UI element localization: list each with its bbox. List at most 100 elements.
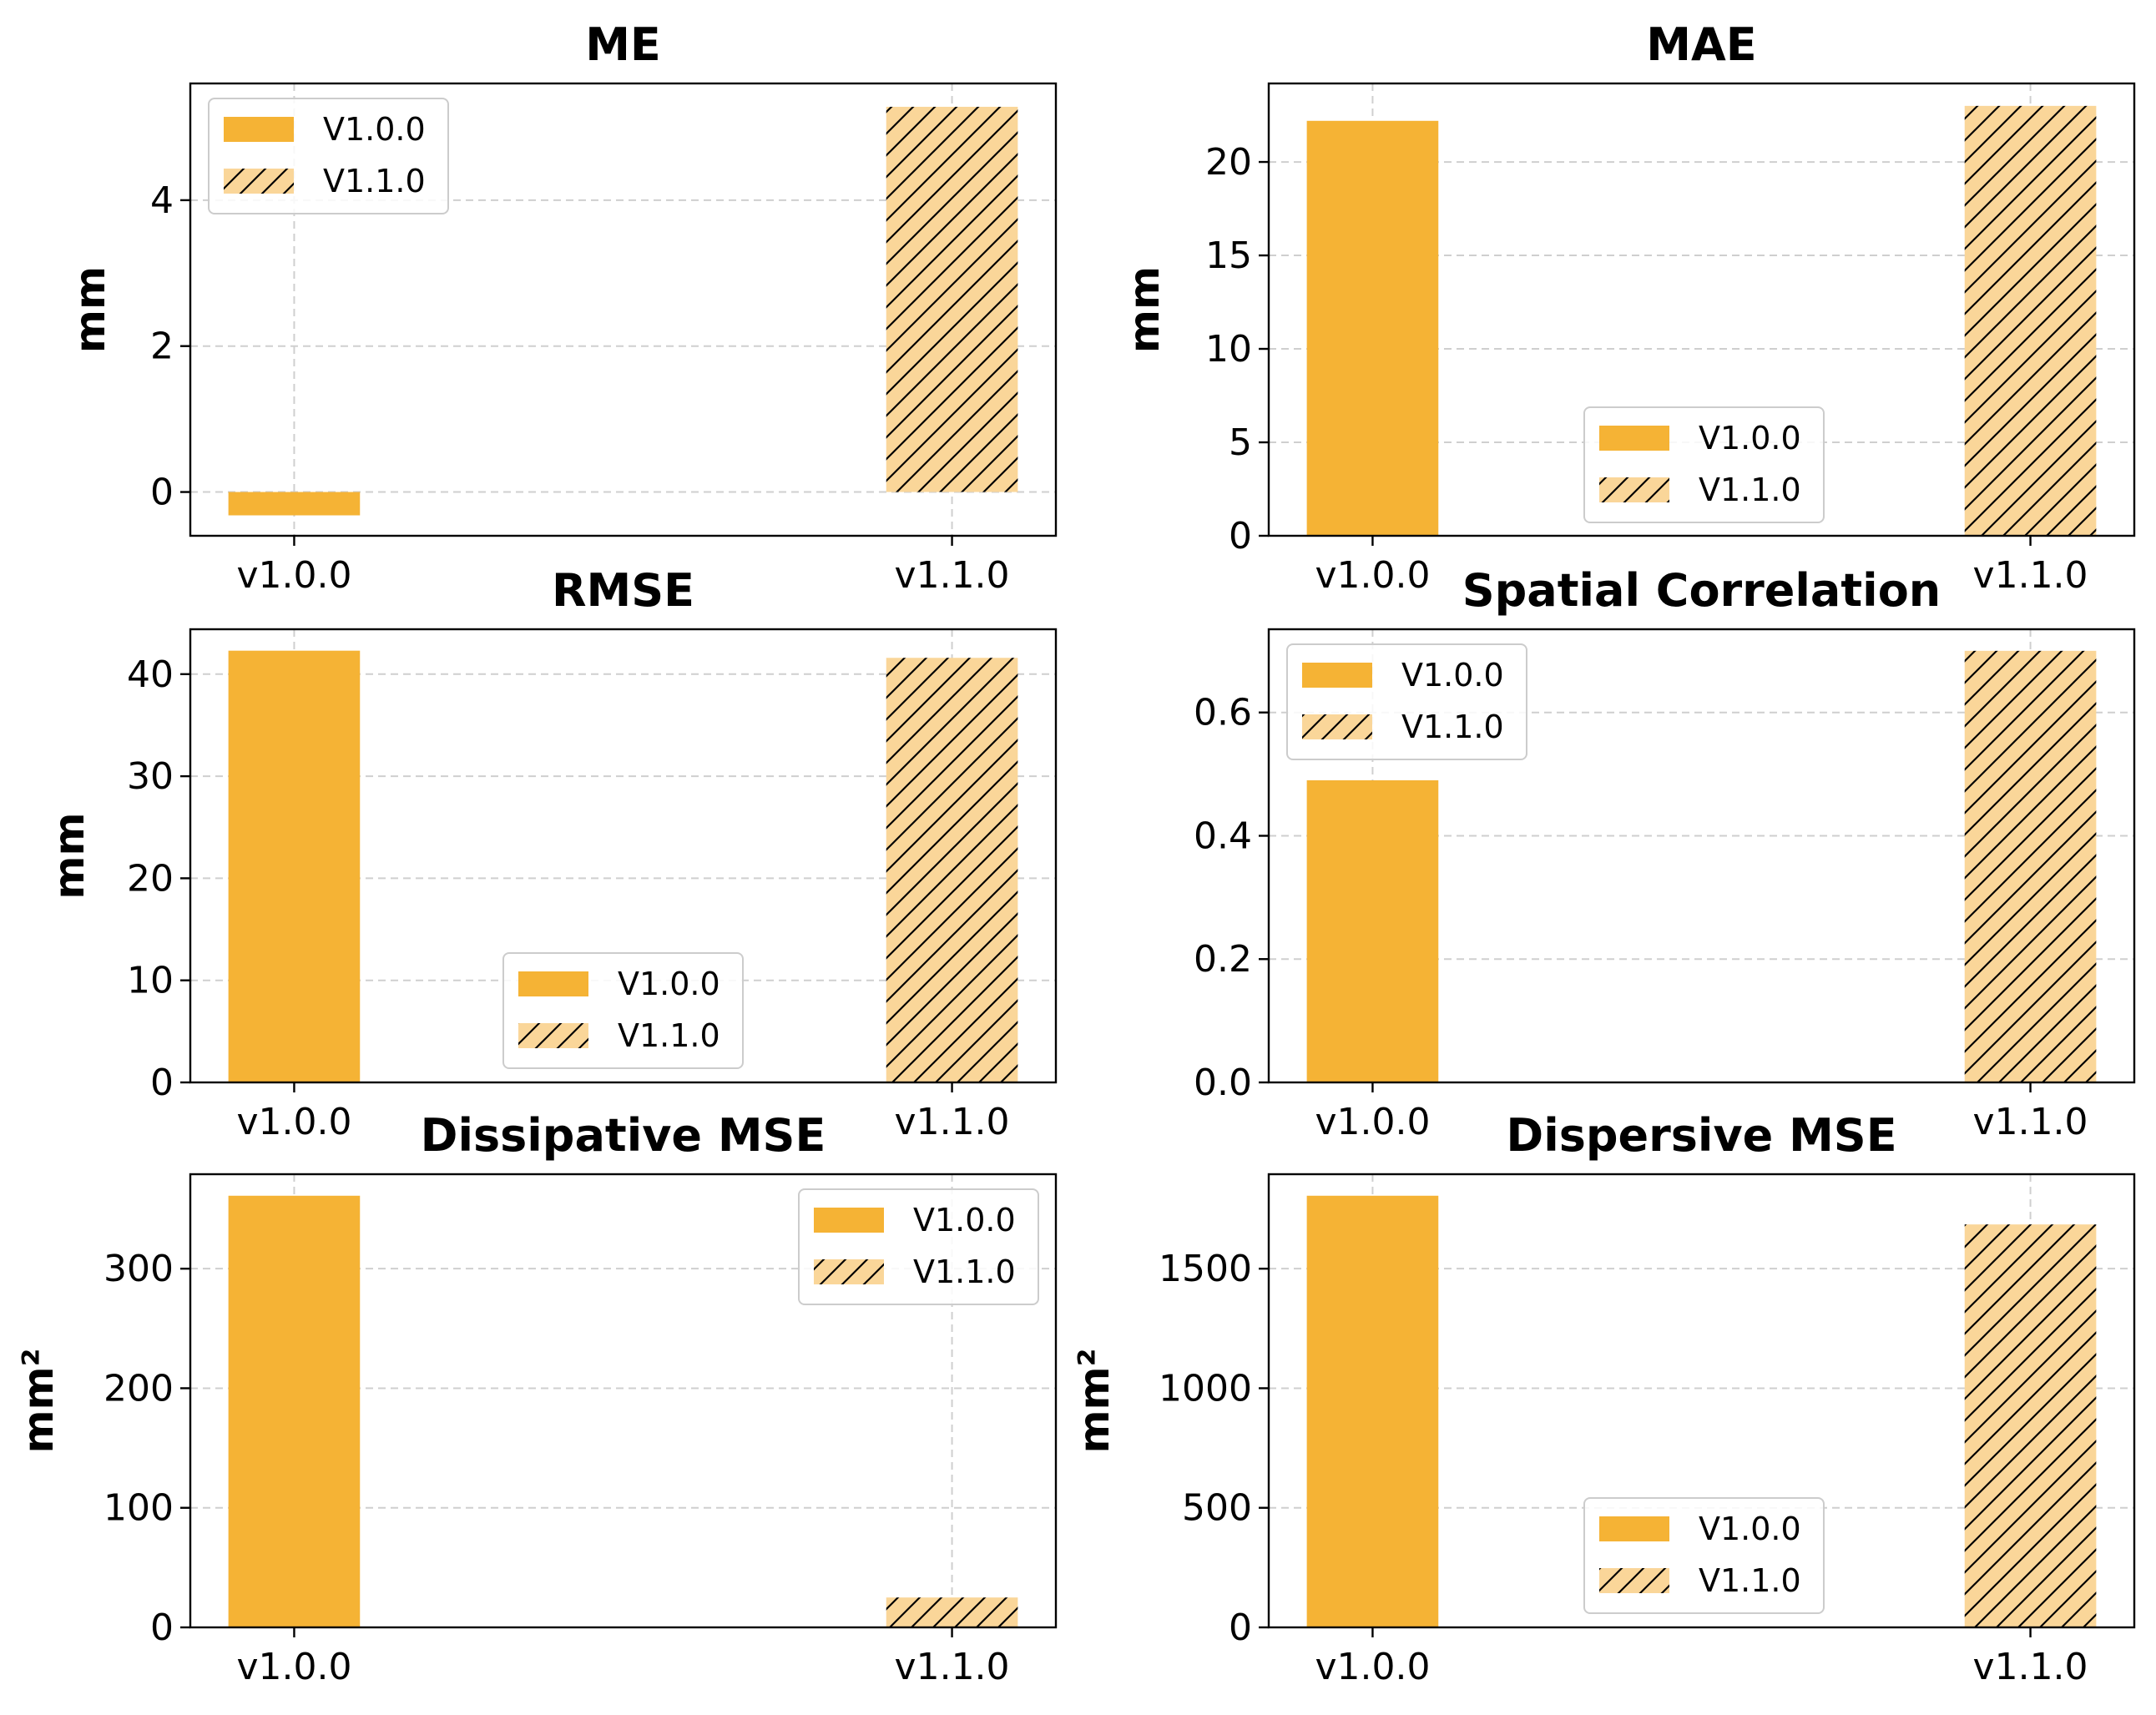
x-tick-label: v1.0.0 bbox=[236, 554, 351, 597]
y-tick-label: 20 bbox=[1205, 141, 1252, 184]
y-axis-label: mm² bbox=[1070, 1348, 1118, 1453]
y-tick-label: 0 bbox=[1229, 515, 1252, 557]
bar-v100 bbox=[228, 492, 361, 516]
bar-v110 bbox=[1964, 650, 2097, 1082]
bar-v100 bbox=[1306, 120, 1439, 536]
axes-frame bbox=[189, 628, 1058, 1084]
x-tick-label: v1.0.0 bbox=[236, 1646, 351, 1688]
y-tick-label: 0 bbox=[150, 1607, 174, 1649]
x-tick-label: v1.0.0 bbox=[236, 1101, 351, 1143]
chart-panel: Spatial Correlation 0.0 0.2 0.4 0.6 v1.0.0 v1.… bbox=[1194, 564, 2136, 1143]
chart-panel: RMSE mm 0 10 20 30 40 v1.0.0 v1.1.0 V1.0.0 V1.1.0 bbox=[45, 564, 1058, 1143]
legend: V1.0.0 V1.1.0 bbox=[798, 1188, 1039, 1305]
y-tick-label: 4 bbox=[150, 179, 174, 222]
x-tick-label: v1.0.0 bbox=[1315, 1646, 1430, 1688]
y-tick-label: 0.0 bbox=[1194, 1062, 1252, 1104]
axes-frame bbox=[189, 82, 1058, 537]
legend-swatch-v110 bbox=[1302, 714, 1372, 739]
bar-v100 bbox=[1306, 1195, 1439, 1627]
y-axis-label: mm bbox=[66, 266, 114, 353]
legend-swatch-v100 bbox=[1302, 663, 1372, 688]
legend-label: V1.0.0 bbox=[1699, 1511, 1801, 1547]
y-tick-label: 30 bbox=[127, 755, 174, 798]
legend: V1.0.0 V1.1.0 bbox=[1583, 406, 1825, 523]
x-tick-label: v1.1.0 bbox=[1973, 554, 2088, 597]
y-tick-label: 5 bbox=[1229, 421, 1252, 464]
bar-v110 bbox=[886, 1597, 1018, 1627]
y-tick-label: 10 bbox=[127, 960, 174, 1002]
y-tick-label: 2 bbox=[150, 325, 174, 368]
y-tick-label: 0.2 bbox=[1194, 938, 1252, 981]
y-tick-label: 1000 bbox=[1159, 1367, 1252, 1410]
chart-panel: MAE mm 0 5 10 15 20 v1.0.0 v1.1.0 V1.0.0 V1.1.0 bbox=[1120, 18, 2136, 597]
y-axis-label: mm bbox=[1120, 266, 1169, 353]
legend-label: V1.0.0 bbox=[1699, 420, 1801, 456]
bar-v110 bbox=[886, 658, 1018, 1082]
panels: ME mm 0 2 4 v1.0.0 v1.1.0 V1.0.0 V1.1.0 MAE mm 0 5 10… bbox=[14, 18, 2136, 1688]
legend-swatch-v100 bbox=[518, 971, 588, 996]
legend-swatch-v110 bbox=[1599, 1568, 1669, 1593]
chart-title: Dissipative MSE bbox=[421, 1109, 826, 1162]
chart-title: ME bbox=[585, 18, 661, 71]
chart-title: MAE bbox=[1646, 18, 1756, 71]
legend-label: V1.0.0 bbox=[323, 111, 426, 148]
x-tick-label: v1.1.0 bbox=[1973, 1101, 2088, 1143]
legend-label: V1.0.0 bbox=[913, 1202, 1016, 1238]
legend-label: V1.1.0 bbox=[1401, 709, 1504, 745]
bar-v110 bbox=[1964, 1224, 2097, 1627]
legend-label: V1.0.0 bbox=[618, 966, 720, 1002]
chart-title: Dispersive MSE bbox=[1506, 1109, 1896, 1162]
bar-v100 bbox=[1306, 780, 1439, 1082]
legend: V1.0.0 V1.1.0 bbox=[1286, 643, 1527, 760]
x-tick-label: v1.0.0 bbox=[1315, 1101, 1430, 1143]
chart-title: RMSE bbox=[552, 564, 694, 617]
y-tick-label: 15 bbox=[1205, 235, 1252, 277]
axes-frame bbox=[189, 1173, 1058, 1629]
y-tick-label: 500 bbox=[1182, 1487, 1252, 1530]
legend-label: V1.1.0 bbox=[323, 163, 426, 199]
x-tick-label: v1.0.0 bbox=[1315, 554, 1430, 597]
bar-v100 bbox=[228, 1195, 361, 1627]
x-tick-label: v1.1.0 bbox=[895, 1646, 1010, 1688]
y-tick-label: 20 bbox=[127, 857, 174, 900]
legend-label: V1.1.0 bbox=[1699, 472, 1801, 508]
legend-swatch-v100 bbox=[224, 117, 294, 142]
y-tick-label: 100 bbox=[104, 1487, 174, 1530]
legend-label: V1.1.0 bbox=[913, 1253, 1016, 1290]
legend-label: V1.1.0 bbox=[618, 1017, 720, 1054]
legend-swatch-v100 bbox=[1599, 1516, 1669, 1541]
y-tick-label: 40 bbox=[127, 653, 174, 696]
legend-swatch-v100 bbox=[1599, 426, 1669, 451]
legend-label: V1.0.0 bbox=[1401, 657, 1504, 694]
axes-frame bbox=[1267, 1173, 2136, 1629]
y-tick-label: 0.6 bbox=[1194, 692, 1252, 734]
y-tick-label: 200 bbox=[104, 1367, 174, 1410]
axes-frame bbox=[1267, 628, 2136, 1084]
x-tick-label: v1.1.0 bbox=[895, 554, 1010, 597]
y-axis-label: mm² bbox=[14, 1348, 63, 1453]
y-axis-label: mm bbox=[45, 812, 93, 899]
legend-swatch-v110 bbox=[1599, 477, 1669, 502]
legend: V1.0.0 V1.1.0 bbox=[502, 952, 744, 1069]
x-tick-label: v1.1.0 bbox=[1973, 1646, 2088, 1688]
legend: V1.0.0 V1.1.0 bbox=[208, 98, 449, 214]
legend-label: V1.1.0 bbox=[1699, 1562, 1801, 1599]
y-tick-label: 0 bbox=[1229, 1607, 1252, 1649]
bar-v110 bbox=[1964, 105, 2097, 536]
legend-swatch-v110 bbox=[224, 169, 294, 194]
y-tick-label: 300 bbox=[104, 1248, 174, 1290]
y-tick-label: 0 bbox=[150, 1062, 174, 1104]
y-tick-label: 0 bbox=[150, 472, 174, 514]
chart-panel: ME mm 0 2 4 v1.0.0 v1.1.0 V1.0.0 V1.1.0 bbox=[66, 18, 1058, 597]
chart-panel: Dissipative MSE mm² 0 100 200 300 v1.0.0 v1.1.0… bbox=[14, 1109, 1058, 1688]
legend-swatch-v110 bbox=[814, 1259, 884, 1284]
legend: V1.0.0 V1.1.0 bbox=[1583, 1497, 1825, 1614]
bar-v100 bbox=[228, 650, 361, 1082]
axes-frame bbox=[1267, 82, 2136, 537]
y-tick-label: 10 bbox=[1205, 328, 1252, 371]
chart-title: Spatial Correlation bbox=[1462, 564, 1941, 617]
legend-swatch-v100 bbox=[814, 1208, 884, 1233]
chart-panel: Dispersive MSE mm² 0 500 1000 1500 v1.0.0 v1.1.… bbox=[1070, 1109, 2136, 1688]
y-tick-label: 0.4 bbox=[1194, 815, 1252, 857]
